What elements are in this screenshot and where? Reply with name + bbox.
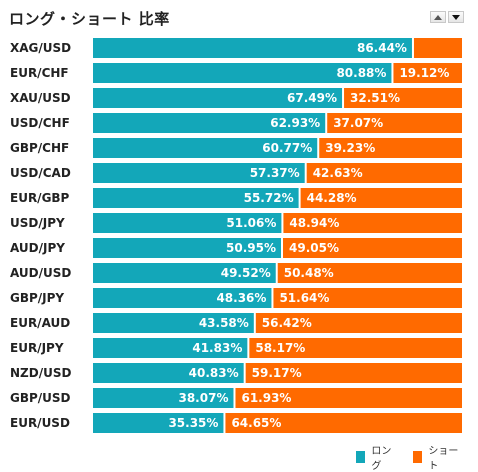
bar-short-gbp-chf (319, 138, 462, 158)
sort-controls (430, 11, 464, 23)
value-label-long-usd-cad: 57.37% (250, 166, 300, 180)
pair-label-eur-aud: EUR/AUD (10, 316, 70, 330)
bar-short-usd-cad (306, 163, 462, 183)
legend-label-long: ロング (371, 446, 392, 472)
bar-short-eur-gbp (300, 188, 462, 208)
legend-label-short: ショート (428, 446, 459, 472)
value-label-long-xag-usd: 86.44% (357, 41, 407, 55)
bar-short-usd-chf (327, 113, 462, 133)
bar-long-nzd-usd (93, 363, 244, 383)
value-label-short-nzd-usd: 59.17% (252, 366, 302, 380)
bar-long-gbp-jpy (93, 288, 272, 308)
value-label-long-eur-usd: 35.35% (168, 416, 218, 430)
legend-item-short: ショート (412, 442, 460, 472)
value-label-long-usd-jpy: 51.06% (226, 216, 276, 230)
bar-short-aud-jpy (283, 238, 462, 258)
value-label-short-gbp-chf: 39.23% (325, 141, 375, 155)
pair-label-aud-usd: AUD/USD (10, 266, 71, 280)
value-label-long-xau-usd: 67.49% (287, 91, 337, 105)
bar-short-xag-usd (413, 38, 462, 58)
value-label-short-eur-chf: 19.12% (399, 66, 449, 80)
bar-short-gbp-usd (235, 388, 462, 408)
sort-down-button[interactable] (448, 11, 464, 23)
bar-short-eur-chf (393, 63, 462, 83)
bar-short-aud-usd (277, 263, 462, 283)
pair-label-nzd-usd: NZD/USD (10, 366, 71, 380)
legend-item-long: ロング (356, 442, 395, 472)
value-label-short-usd-jpy: 48.94% (289, 216, 339, 230)
bar-long-gbp-usd (93, 388, 234, 408)
bar-short-nzd-usd (245, 363, 462, 383)
pair-label-usd-chf: USD/CHF (10, 116, 70, 130)
value-label-short-eur-usd: 64.65% (231, 416, 281, 430)
pair-label-eur-jpy: EUR/JPY (10, 341, 64, 355)
pair-label-usd-jpy: USD/JPY (10, 216, 65, 230)
value-label-short-eur-jpy: 58.17% (255, 341, 305, 355)
bar-short-eur-jpy (249, 338, 462, 358)
value-label-long-eur-jpy: 41.83% (192, 341, 242, 355)
pair-label-eur-usd: EUR/USD (10, 416, 70, 430)
bar-short-xau-usd (344, 88, 462, 108)
bar-short-eur-aud (255, 313, 462, 333)
bar-long-aud-jpy (93, 238, 282, 258)
bar-long-eur-jpy (93, 338, 248, 358)
bar-long-xag-usd (93, 38, 412, 58)
value-label-long-usd-chf: 62.93% (270, 116, 320, 130)
sort-up-button[interactable] (430, 11, 446, 23)
legend-swatch-long (356, 451, 366, 463)
value-label-long-eur-aud: 43.58% (199, 316, 249, 330)
bar-long-eur-usd (93, 413, 224, 433)
value-label-short-xau-usd: 32.51% (350, 91, 400, 105)
value-label-short-gbp-usd: 61.93% (241, 391, 291, 405)
bar-short-eur-usd (225, 413, 462, 433)
bar-long-usd-jpy (93, 213, 282, 233)
value-label-long-nzd-usd: 40.83% (189, 366, 239, 380)
pair-label-aud-jpy: AUD/JPY (10, 241, 65, 255)
bar-long-aud-usd (93, 263, 276, 283)
value-label-short-usd-cad: 42.63% (313, 166, 363, 180)
legend: ロング ショート (356, 442, 478, 472)
bar-long-eur-aud (93, 313, 254, 333)
pair-label-eur-gbp: EUR/GBP (10, 191, 70, 205)
page-title: ロング・ショート 比率 (9, 10, 170, 28)
bar-long-eur-chf (93, 63, 392, 83)
value-label-long-gbp-chf: 60.77% (262, 141, 312, 155)
long-short-ratio-chart: XAG/USD 86.44% EUR/CHF 80.88% 19.12% XAU/USD 6… (10, 38, 462, 433)
bar-long-eur-gbp (93, 188, 299, 208)
value-label-long-aud-jpy: 50.95% (226, 241, 276, 255)
bar-long-xau-usd (93, 88, 343, 108)
bar-long-usd-chf (93, 113, 326, 133)
arrow-down-icon (452, 14, 460, 20)
pair-label-eur-chf: EUR/CHF (10, 66, 69, 80)
pair-label-usd-cad: USD/CAD (10, 166, 71, 180)
value-label-long-eur-chf: 80.88% (336, 66, 386, 80)
value-label-long-gbp-jpy: 48.36% (216, 291, 266, 305)
value-label-short-eur-aud: 56.42% (262, 316, 312, 330)
value-label-short-eur-gbp: 44.28% (307, 191, 357, 205)
value-label-long-aud-usd: 49.52% (221, 266, 271, 280)
pair-label-gbp-jpy: GBP/JPY (10, 291, 64, 305)
value-label-long-gbp-usd: 38.07% (178, 391, 228, 405)
pair-label-xau-usd: XAU/USD (10, 91, 71, 105)
pair-label-gbp-usd: GBP/USD (10, 391, 71, 405)
value-label-short-aud-jpy: 49.05% (289, 241, 339, 255)
bar-short-usd-jpy (283, 213, 462, 233)
pair-label-gbp-chf: GBP/CHF (10, 141, 69, 155)
legend-swatch-short (412, 451, 423, 463)
value-label-short-gbp-jpy: 51.64% (279, 291, 329, 305)
bar-long-usd-cad (93, 163, 305, 183)
value-label-short-usd-chf: 37.07% (333, 116, 383, 130)
bar-short-gbp-jpy (273, 288, 462, 308)
arrow-up-icon (434, 14, 442, 20)
value-label-short-aud-usd: 50.48% (284, 266, 334, 280)
bar-long-gbp-chf (93, 138, 318, 158)
pair-label-xag-usd: XAG/USD (10, 41, 71, 55)
value-label-long-eur-gbp: 55.72% (244, 191, 294, 205)
